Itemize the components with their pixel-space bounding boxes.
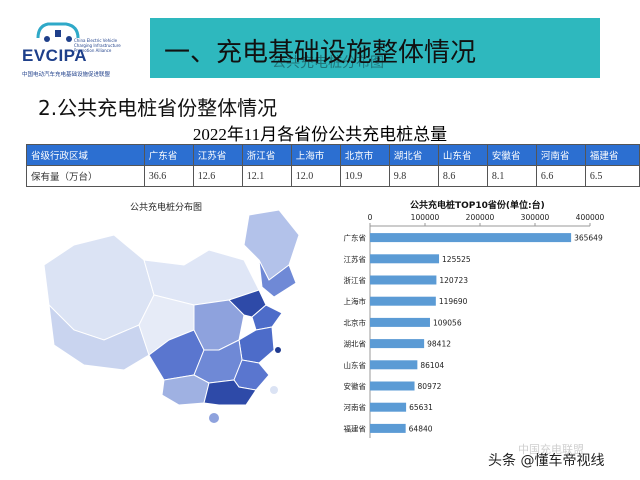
- row-label-region: 省级行政区域: [26, 144, 145, 166]
- x-tick-label: 300000: [521, 213, 550, 222]
- value-cell: 9.8: [388, 165, 439, 187]
- province-cell: 河南省: [535, 144, 586, 166]
- province-cell: 上海市: [290, 144, 341, 166]
- category-label: 河南省: [344, 402, 367, 412]
- value-cell: 12.1: [241, 165, 292, 187]
- category-label: 湖北省: [344, 339, 367, 349]
- value-cell: 8.6: [437, 165, 488, 187]
- data-label: 86104: [420, 361, 444, 370]
- province-cell: 江苏省: [192, 144, 243, 166]
- bar: [370, 402, 407, 412]
- top10-bar-chart: 0 100000 200000 300000 400000 广东省 365649 江苏省 125…: [344, 213, 605, 438]
- map-title: 公共充电桩分布图: [130, 203, 203, 213]
- section-title: 2.公共充电桩省份整体情况: [38, 96, 278, 120]
- value-cell: 6.5: [584, 165, 640, 187]
- bar: [370, 381, 415, 391]
- map-region-east: [238, 326, 275, 364]
- category-label: 山东省: [344, 360, 367, 370]
- category-label: 安徽省: [344, 381, 367, 391]
- bar: [370, 317, 430, 327]
- map-region-southwest: [161, 374, 210, 406]
- logo-brand: EVCIPA: [22, 46, 88, 65]
- value-cell: 12.0: [290, 165, 341, 187]
- data-label: 109056: [433, 318, 462, 327]
- bar: [370, 360, 418, 370]
- page-title: 一、充电基础设施整体情况: [164, 38, 477, 68]
- evcipa-logo: EVCIPA China Electric Vehicle Charging I…: [22, 18, 142, 88]
- data-label: 65631: [409, 403, 433, 412]
- row-label-stock: 保有量（万台）: [26, 165, 145, 187]
- chart-title: 公共充电桩TOP10省份(单位:台): [410, 201, 545, 211]
- table-value-row: 保有量（万台） 36.6 12.6 12.1 12.0 10.9 9.8 8.6…: [26, 165, 640, 187]
- title-banner: 公共充电桩分布图 一、充电基础设施整体情况: [150, 18, 600, 78]
- data-label: 119690: [439, 297, 468, 306]
- x-tick-label: 200000: [466, 213, 495, 222]
- data-label: 365649: [574, 234, 603, 243]
- data-label: 64840: [409, 424, 433, 433]
- logo-cn-name: 中国电动汽车充电基础设施促进联盟: [22, 72, 111, 78]
- province-cell: 山东省: [437, 144, 488, 166]
- title-overlay-text: 公共充电桩分布图: [272, 55, 384, 71]
- category-label: 上海市: [344, 296, 367, 306]
- x-tick-label: 100000: [411, 213, 440, 222]
- footer-credit: 头条 @懂车帝视线: [488, 453, 605, 469]
- category-label: 北京市: [344, 317, 367, 327]
- map-region-shanghai: [275, 347, 281, 353]
- bar: [370, 233, 572, 243]
- province-cell: 浙江省: [241, 144, 292, 166]
- map-region-shandong: [251, 304, 283, 331]
- value-cell: 36.6: [143, 165, 194, 187]
- bar: [370, 254, 440, 264]
- bar: [370, 339, 425, 349]
- car-plug-icon: [36, 22, 80, 42]
- value-cell: 6.6: [535, 165, 586, 187]
- province-table: 省级行政区域 广东省 江苏省 浙江省 上海市 北京市 湖北省 山东省 安徽省 河…: [26, 144, 640, 187]
- x-tick-label: 400000: [576, 213, 605, 222]
- data-label: 98412: [427, 340, 451, 349]
- watermark-text: 中国充电联盟: [518, 443, 584, 456]
- map-region-taiwan: [270, 386, 278, 394]
- logo-subtitle: China Electric Vehicle Charging Infrastr…: [74, 38, 121, 53]
- category-label: 浙江省: [344, 275, 367, 285]
- province-cell: 安徽省: [486, 144, 537, 166]
- province-cell: 北京市: [339, 144, 390, 166]
- data-label: 80972: [418, 382, 442, 391]
- bar: [370, 296, 436, 306]
- category-label: 江苏省: [344, 254, 367, 264]
- value-cell: 8.1: [486, 165, 537, 187]
- table-title: 2022年11月各省份公共充电桩总量: [192, 125, 448, 144]
- map-region-guangdong: [203, 379, 257, 406]
- province-cell: 广东省: [143, 144, 194, 166]
- bar: [370, 275, 437, 285]
- x-tick-label: 0: [368, 213, 373, 222]
- value-cell: 10.9: [339, 165, 390, 187]
- map-region-northeast-2: [258, 259, 297, 298]
- value-cell: 12.6: [192, 165, 243, 187]
- category-label: 广东省: [344, 233, 367, 243]
- category-label: 福建省: [344, 423, 367, 433]
- data-label: 120723: [439, 276, 468, 285]
- data-label: 125525: [442, 255, 471, 264]
- table-header-row: 省级行政区域 广东省 江苏省 浙江省 上海市 北京市 湖北省 山东省 安徽省 河…: [26, 144, 640, 166]
- china-choropleth-map: [43, 209, 300, 423]
- map-region-hainan: [209, 413, 219, 423]
- province-cell: 湖北省: [388, 144, 439, 166]
- province-cell: 福建省: [584, 144, 640, 166]
- bar: [370, 423, 406, 433]
